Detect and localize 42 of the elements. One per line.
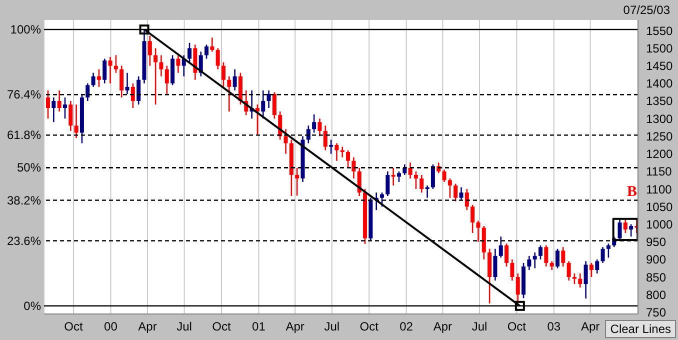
text: 23.6% <box>6 234 42 248</box>
x-tick-label: Jul <box>324 320 340 334</box>
y-tick-label: 850 <box>646 270 666 284</box>
x-tick-label: 02 <box>400 320 414 334</box>
x-tick-label: Jul <box>176 320 192 334</box>
text: 38.2% <box>6 193 42 208</box>
y-tick-label: 950 <box>646 235 666 250</box>
y-tick-label: 1050 <box>646 200 674 214</box>
y-tick-label: 750 <box>646 306 666 320</box>
y-tick-label: 1550 <box>646 24 674 38</box>
x-tick-label: Jul <box>472 320 488 334</box>
x-tick-label: Oct <box>64 320 84 334</box>
y-tick-label: 1350 <box>646 94 674 108</box>
y-tick-label: 1000 <box>646 217 674 232</box>
text: 61.8% <box>6 128 42 142</box>
text: 50% <box>16 160 42 175</box>
x-tick-label: Apr <box>286 320 304 334</box>
x-tick-label: Apr <box>138 320 157 334</box>
text: 07/25/03 <box>623 3 670 17</box>
x-tick-label: 01 <box>252 320 266 334</box>
y-tick-label: 1300 <box>646 112 674 126</box>
y-tick-label: 800 <box>646 288 666 302</box>
text: 100% <box>10 22 42 37</box>
y-tick-label: 1400 <box>646 76 674 91</box>
x-tick-label: 03 <box>547 320 561 334</box>
y-tick-label: 1150 <box>646 164 672 179</box>
x-tick-label: Oct <box>212 320 232 334</box>
x-tick-label: 00 <box>104 320 118 334</box>
y-tick-label: 1250 <box>646 129 674 144</box>
y-tick-label: 1500 <box>646 41 674 56</box>
x-tick-label: Apr <box>580 320 600 334</box>
text: 0% <box>24 298 42 313</box>
y-tick-label: 1450 <box>646 59 674 74</box>
x-tick-label: Oct <box>507 320 527 334</box>
y-tick-label: 1100 <box>646 182 672 196</box>
y-tick-label: 1200 <box>646 147 674 162</box>
text: 76.4% <box>6 88 42 102</box>
x-tick-label: Oct <box>360 320 380 334</box>
x-tick-label: Apr <box>433 320 452 334</box>
annotation: B <box>627 184 638 201</box>
text: Clear Lines <box>605 320 676 338</box>
y-tick-label: 900 <box>646 252 666 267</box>
